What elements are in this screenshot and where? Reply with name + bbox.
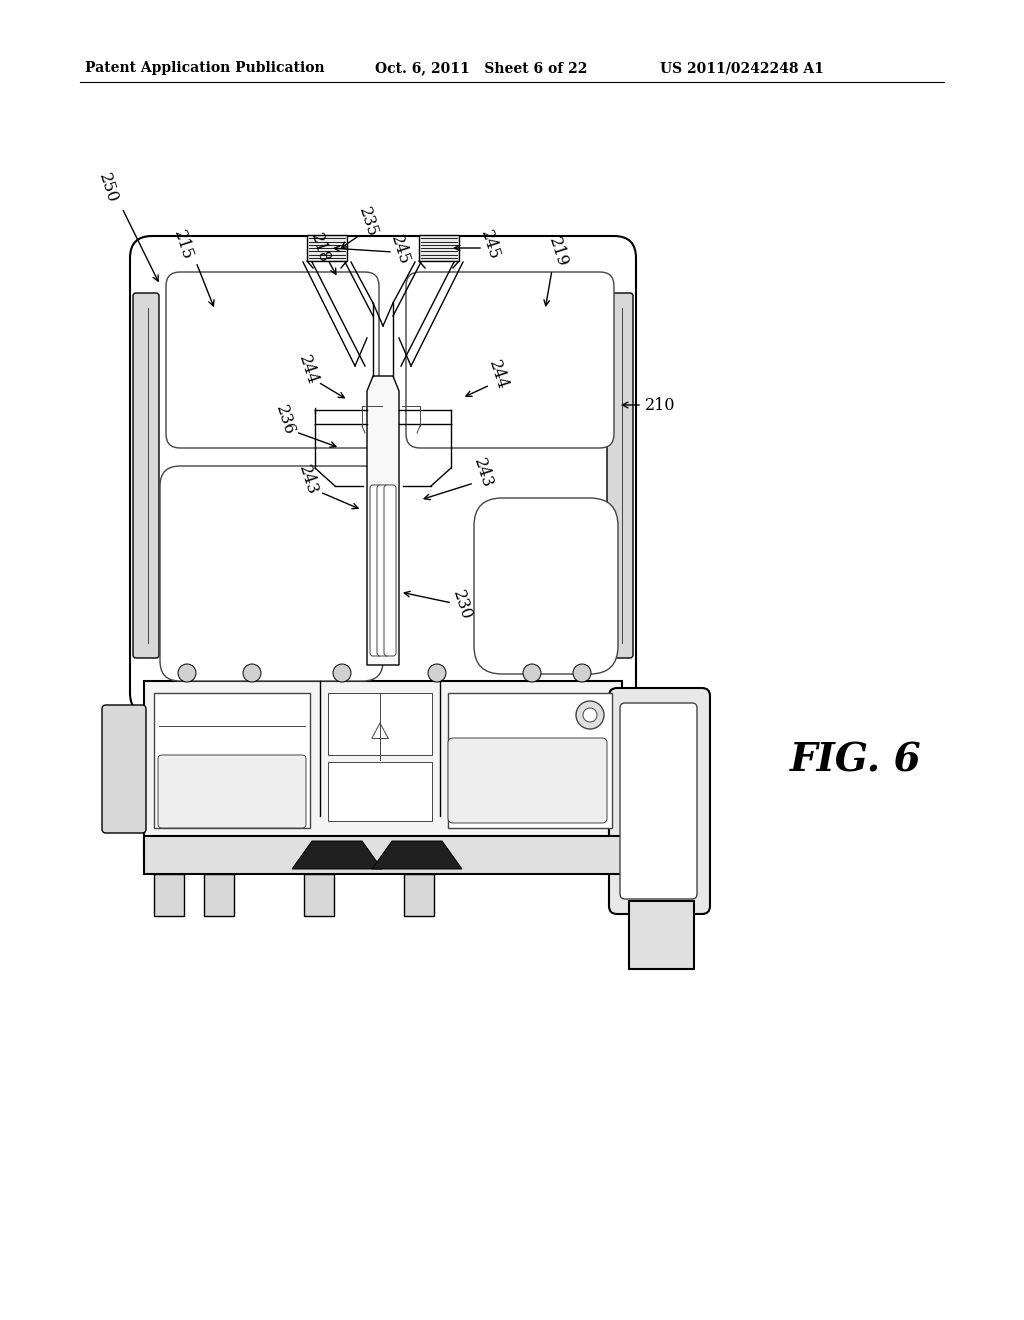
Text: 243: 243 [470,455,496,490]
FancyBboxPatch shape [609,688,710,913]
Text: Patent Application Publication: Patent Application Publication [85,61,325,75]
Circle shape [333,664,351,682]
FancyBboxPatch shape [620,704,697,899]
Text: 245: 245 [477,228,503,263]
FancyBboxPatch shape [449,738,607,822]
Text: US 2011/0242248 A1: US 2011/0242248 A1 [660,61,824,75]
Text: 218: 218 [307,231,333,265]
Text: 245: 245 [387,232,413,267]
Bar [449,693,612,828]
Bar [144,681,622,855]
FancyBboxPatch shape [384,484,396,656]
Text: 236: 236 [272,403,298,437]
FancyBboxPatch shape [370,484,382,656]
Text: 243: 243 [295,463,321,498]
Polygon shape [372,841,462,869]
Text: 215: 215 [170,228,196,263]
Text: Oct. 6, 2011   Sheet 6 of 22: Oct. 6, 2011 Sheet 6 of 22 [375,61,588,75]
FancyBboxPatch shape [377,484,389,656]
FancyBboxPatch shape [474,498,618,675]
Text: 250: 250 [95,170,121,205]
Text: 230: 230 [450,587,475,622]
Bar [204,874,234,916]
Text: 235: 235 [355,205,381,239]
FancyBboxPatch shape [130,236,636,715]
Bar [419,235,459,261]
FancyBboxPatch shape [406,272,614,447]
Circle shape [583,708,597,722]
Circle shape [428,664,446,682]
FancyBboxPatch shape [133,293,159,657]
FancyBboxPatch shape [158,755,306,828]
Bar [328,693,432,755]
FancyBboxPatch shape [166,272,379,447]
FancyBboxPatch shape [102,705,146,833]
Circle shape [573,664,591,682]
Text: 244: 244 [485,358,511,392]
Polygon shape [367,376,399,665]
Circle shape [243,664,261,682]
Circle shape [575,701,604,729]
Bar [304,874,334,916]
Bar [154,693,310,828]
Text: FIG. 6: FIG. 6 [790,741,922,779]
Circle shape [523,664,541,682]
Bar [154,874,184,916]
Text: 210: 210 [645,396,676,413]
FancyBboxPatch shape [160,466,383,681]
Bar [629,902,694,969]
Bar [328,762,432,821]
Bar [144,836,622,874]
Circle shape [178,664,196,682]
Text: 219: 219 [545,235,570,269]
Bar [307,235,347,261]
Polygon shape [292,841,382,869]
Text: 244: 244 [295,352,321,387]
FancyBboxPatch shape [607,293,633,657]
Bar [404,874,434,916]
